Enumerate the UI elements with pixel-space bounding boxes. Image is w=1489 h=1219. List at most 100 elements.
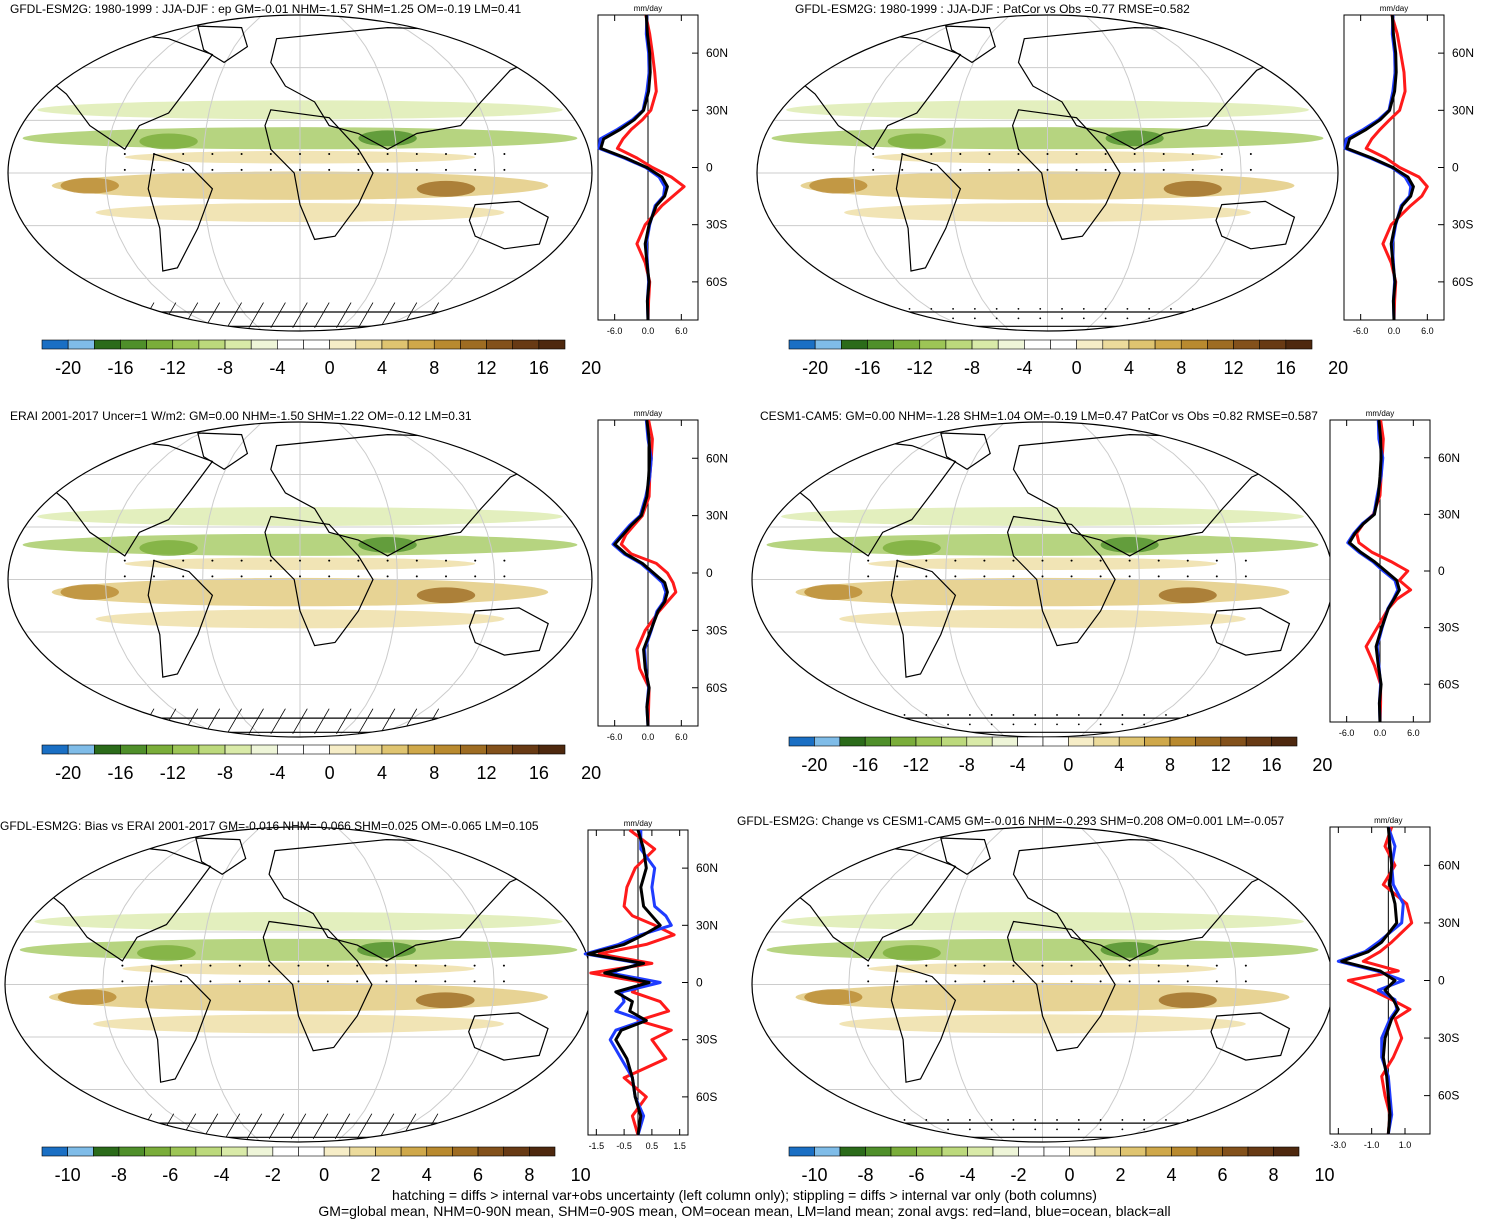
map-meridian [375,422,496,737]
map-meridian [202,422,263,737]
colorbar-swatch [814,1146,841,1157]
precip-blob [804,584,863,600]
coastline-australia [468,200,549,250]
zonal-x-tick-label: 0.0 [642,326,655,336]
precip-blob [416,180,476,197]
colorbar-swatch [460,339,487,350]
colorbar-swatch [460,744,487,755]
stipple-dot [444,980,447,983]
stipple-dot [896,980,899,983]
stipple-dot [238,980,241,983]
stipple-dot [474,168,477,171]
colorbar-tick-label: 16 [1262,755,1282,775]
stipple-dot [357,575,360,578]
zonal-x-tick-label: -3.0 [1331,1140,1347,1150]
stipple-dot [1034,1119,1037,1121]
colorbar-swatch [1076,339,1104,350]
map-meridian [1117,827,1237,1142]
stipple-dot [240,168,243,171]
hatching-line [246,1113,263,1140]
zonal-lat-tick-label: 30S [1438,1031,1459,1045]
colorbar-swatch [893,339,921,350]
colorbar-tick-label: -12 [903,755,929,775]
stipple-dot [1012,559,1015,562]
colorbar-swatch [1069,1146,1096,1157]
hatching-line [224,1113,241,1140]
colorbar-swatch [1285,339,1313,350]
colorbar-swatch [1128,339,1156,350]
colorbar-tick-label: -20 [801,755,827,775]
stipple-dot [867,575,870,578]
stipple-dot [1170,317,1172,320]
stipple-dot [881,1119,884,1121]
map-field [752,422,1333,737]
stipple-dot [1104,153,1107,156]
colorbar-swatch [1118,736,1145,747]
zonal-lat-tick-label: 0 [706,161,713,175]
colorbar-tick-label: -4 [269,763,285,783]
precip-blob [1105,130,1164,147]
colorbar-swatch [1043,1146,1070,1157]
colorbar-swatch [146,744,174,755]
stipple-dot [954,575,957,578]
coastline-north-america [30,30,214,151]
colorbar-tick-label: 20 [581,358,601,378]
stipple-dot [240,153,243,156]
precip-blob [60,177,119,194]
colorbar-tick-label: -4 [959,1165,975,1185]
stipple-dot [1082,307,1085,310]
stipple-dot [1034,723,1037,726]
colorbar-tick-label: -8 [959,755,975,775]
precip-blob [415,992,475,1009]
colorbar-swatch [1207,339,1234,350]
stipple-dot [209,980,212,983]
stipple-dot [1012,575,1015,578]
colorbar-tick-label: -8 [857,1165,873,1185]
stipple-dot [297,964,300,967]
stipple-dot [947,1119,949,1121]
colorbar-swatch [486,744,513,755]
stipple-dot [1143,1119,1146,1121]
stipple-dot [1099,964,1102,967]
stipple-dot [299,168,301,171]
coastline-south-america [890,964,957,1083]
zonal-x-tick-label: 6.0 [675,732,688,742]
stipple-dot [990,723,993,726]
stipple-dot [445,575,447,578]
stipple-dot [1121,723,1124,726]
colorbar-swatch [118,1146,145,1157]
stipple-dot [1104,307,1107,310]
colorbar-tick-label: 0 [319,1165,329,1185]
stipple-dot [1099,1128,1102,1131]
hatching-line [356,1113,373,1140]
panel-title: GFDL-ESM2G: Bias vs ERAI 2001-2017 GM=-0… [0,819,539,833]
hatching-line [379,302,396,329]
zonal-unit-label: mm/day [634,4,662,13]
map-outline [7,14,593,332]
stipple-dot [415,168,418,171]
colorbar-swatch [355,744,383,755]
stipple-dot [1186,1128,1189,1131]
panel-title: GFDL-ESM2G: Change vs CESM1-CAM5 GM=-0.0… [737,814,1285,828]
colorbar-swatch [144,1146,171,1157]
stipple-dot [153,559,155,562]
stipple-dot [1157,575,1160,578]
colorbar-swatch [867,339,894,350]
stipple-dot [1128,575,1131,578]
colorbar-tick-label: 8 [429,358,439,378]
colorbar-swatch [381,744,409,755]
stipple-dot [123,559,126,562]
colorbar-swatch [916,1146,943,1157]
stipple-dot [1099,1119,1102,1121]
stipple-dot [1186,559,1189,562]
zonal-x-tick-label: 6.0 [1407,728,1420,738]
stipple-dot [1220,168,1223,171]
stipple-dot [1041,980,1044,983]
zonal-unit-label: mm/day [1380,4,1408,13]
precip-blob [358,130,417,147]
map-meridian [337,422,398,737]
stipple-dot [954,559,957,562]
stipple-dot [1143,723,1146,726]
colorbar-swatch [538,744,566,755]
stipple-dot [269,168,272,171]
